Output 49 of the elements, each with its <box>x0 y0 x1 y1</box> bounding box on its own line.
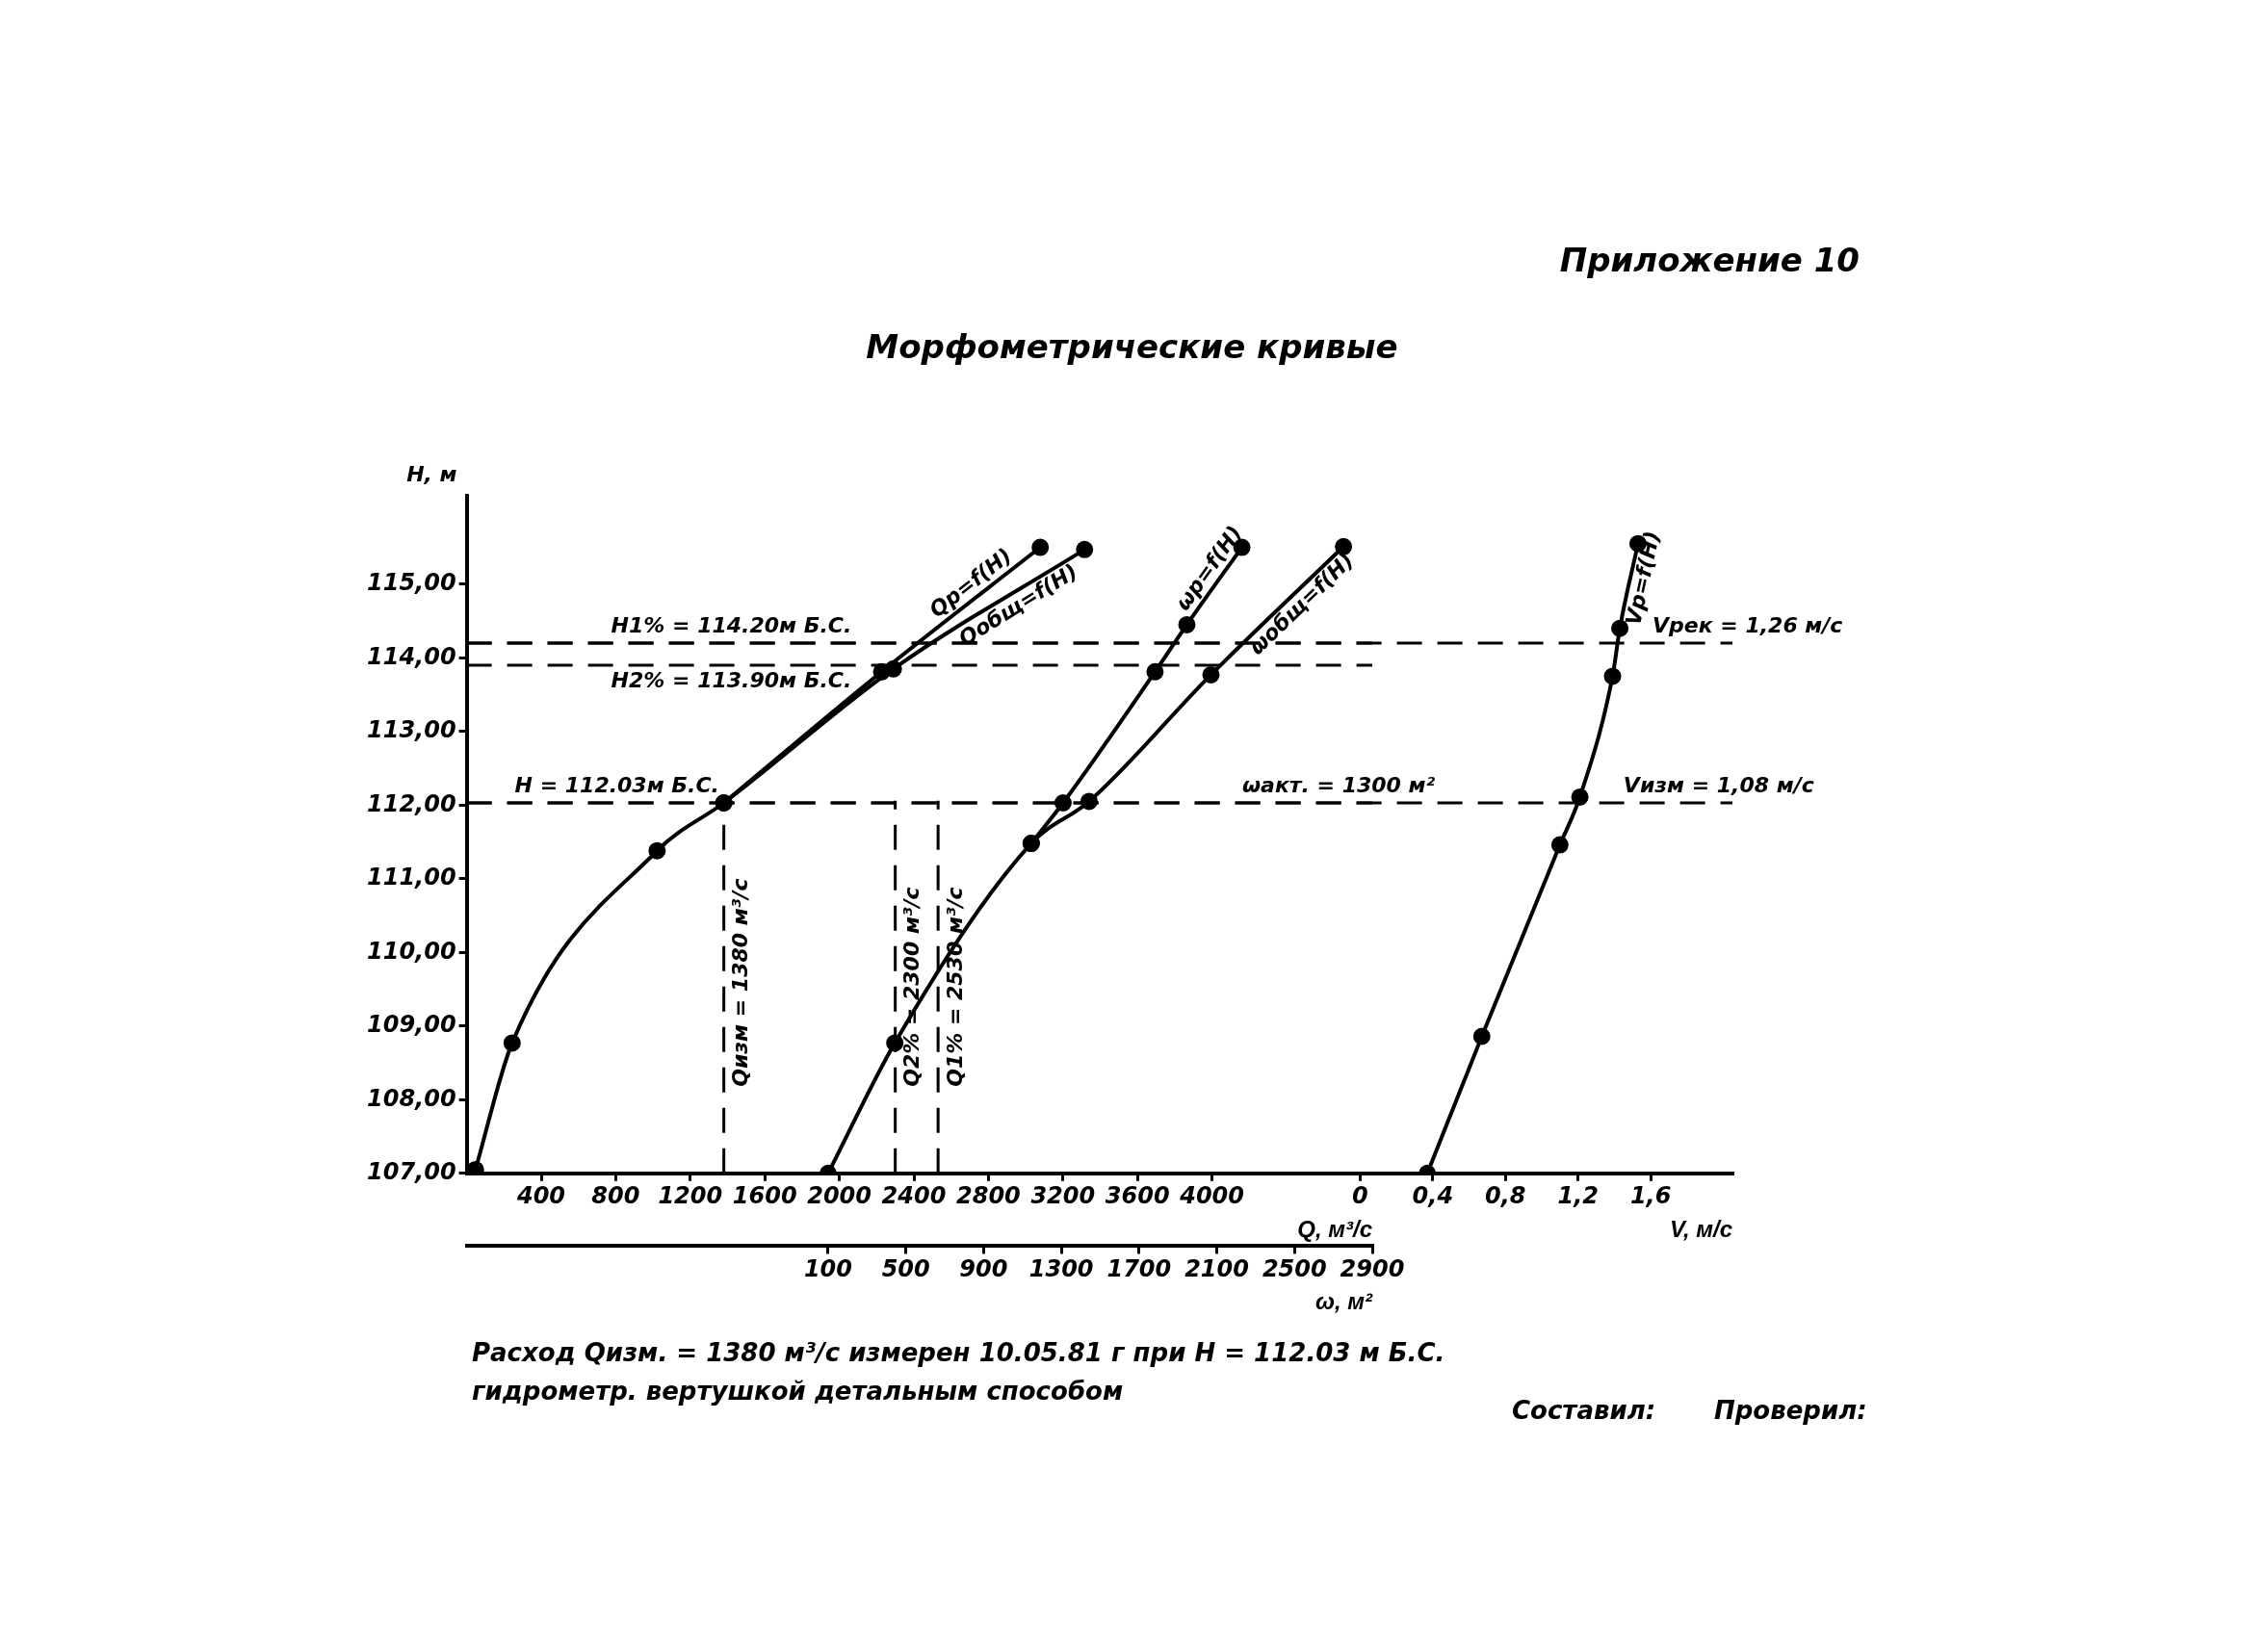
text: Составил: <box>1512 1396 1656 1425</box>
x2-tick-label: 1300 <box>1028 1255 1094 1283</box>
y-tick-label: 114,00 <box>366 642 456 670</box>
y-tick-label: 108,00 <box>366 1084 456 1112</box>
y-axis-title: H, м <box>406 461 457 486</box>
x-tick-label: 1,6 <box>1629 1182 1672 1210</box>
text: гидрометр. вертушкой детальным способом <box>472 1377 1124 1406</box>
chart-subtitle: Приложение 10 <box>1559 241 1860 279</box>
x2-tick-label: 100 <box>803 1255 853 1283</box>
x2-tick-label: 1700 <box>1106 1255 1172 1283</box>
y-tick-label: 113,00 <box>366 716 456 744</box>
ref-line-label: Q1% = 2530 м³/с <box>942 887 967 1087</box>
ref-line-label: H2% = 113.90м Б.С. <box>611 667 852 692</box>
x-tick-label: 0,8 <box>1485 1182 1526 1210</box>
x-tick-label: 400 <box>515 1182 566 1210</box>
ref-line-label: Qизм = 1380 м³/с <box>728 878 753 1087</box>
x2-tick-label: 2900 <box>1340 1255 1405 1283</box>
ref-line-label: H = 112.03м Б.С. <box>514 772 719 797</box>
x2-tick-label: 2500 <box>1262 1255 1327 1283</box>
x-tick-label: 2800 <box>956 1182 1021 1210</box>
y-tick-label: 111,00 <box>366 864 456 891</box>
x-tick-label: 1600 <box>732 1182 797 1210</box>
x-axis-title: V, м/с <box>1670 1215 1732 1242</box>
y-tick-label: 110,00 <box>366 937 456 965</box>
x-tick-label: 3200 <box>1030 1182 1096 1210</box>
x-tick-label: 800 <box>591 1182 640 1210</box>
x-tick-label: 3600 <box>1105 1182 1170 1210</box>
x-tick-label: 0,4 <box>1412 1182 1454 1210</box>
x-tick-label: 2000 <box>807 1182 872 1210</box>
x2-axis-title: ω, м² <box>1314 1288 1374 1315</box>
x-axis-title: Q, м³/с <box>1297 1215 1372 1242</box>
x-tick-label: 0 <box>1352 1182 1368 1210</box>
x-tick-label: 1,2 <box>1557 1182 1599 1210</box>
y-tick-label: 115,00 <box>366 569 456 597</box>
x-tick-label: 2400 <box>881 1182 947 1210</box>
x-tick-label: 4000 <box>1179 1182 1244 1210</box>
chart-title: Морфометрические кривые <box>865 327 1399 366</box>
annotation: Vизм = 1,08 м/с <box>1623 772 1814 797</box>
ref-line-label: H1% = 114.20м Б.С. <box>611 612 852 637</box>
x2-tick-label: 500 <box>881 1255 930 1283</box>
x-tick-label: 1200 <box>658 1182 723 1210</box>
y-tick-label: 109,00 <box>366 1011 456 1039</box>
x2-tick-label: 900 <box>959 1255 1008 1283</box>
text: Расход Qизм. = 1380 м³/с измерен 10.05.81 г при H = 112.03 м Б.С. <box>472 1338 1445 1367</box>
y-tick-label: 112,00 <box>366 789 456 817</box>
y-tick-label: 107,00 <box>366 1158 456 1186</box>
annotation: ωакт. = 1300 м² <box>1241 772 1436 797</box>
x2-tick-label: 2100 <box>1184 1255 1249 1283</box>
text: Проверил: <box>1714 1396 1867 1425</box>
